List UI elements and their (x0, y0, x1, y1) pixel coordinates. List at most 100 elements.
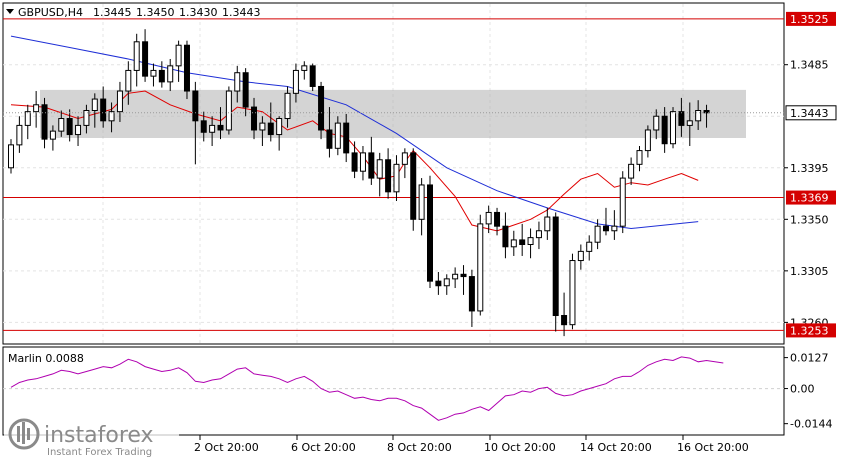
collapse-triangle-icon[interactable] (6, 9, 14, 14)
candle (535, 221, 542, 250)
candle (460, 265, 467, 295)
candle (326, 107, 333, 158)
candle-body (343, 122, 350, 154)
candle-body (611, 225, 618, 232)
candle (602, 207, 609, 236)
level-tag-label: 1.3253 (790, 324, 829, 337)
candle-body (393, 163, 400, 193)
oscillator-tick-label: -0.0144 (790, 418, 832, 431)
svg-text:instaforex: instaforex (44, 423, 154, 448)
candle-body (510, 239, 517, 248)
candle-body (301, 65, 308, 71)
time-tick-label: 6 Oct 20:00 (291, 441, 356, 454)
candle (66, 109, 73, 142)
candle-body (334, 122, 341, 149)
candle (368, 136, 375, 185)
candle-body (670, 111, 677, 145)
candle-body (359, 152, 366, 172)
candle-body (602, 225, 609, 232)
candle-body (284, 92, 291, 120)
oscillator-axis: 0.0127 0.00 -0.0144 (784, 352, 832, 431)
time-tick-label: 14 Oct 20:00 (580, 441, 652, 454)
candle-body (292, 69, 299, 94)
candle (301, 61, 308, 80)
ohlc-close: 1.3443 (222, 6, 261, 19)
candle (359, 146, 366, 181)
candle (418, 178, 425, 236)
candle (686, 102, 693, 147)
candle (251, 97, 258, 140)
candle (318, 81, 325, 140)
candles (8, 29, 710, 337)
candle-body (653, 115, 660, 131)
candle-body (552, 216, 559, 317)
candle-body (561, 315, 568, 326)
candle-body (158, 69, 165, 83)
candle-body (142, 41, 149, 77)
candle (519, 223, 526, 256)
candle (452, 267, 459, 289)
candle (644, 125, 651, 158)
candle-body (410, 152, 417, 220)
candle-body (8, 144, 14, 169)
candle (435, 271, 442, 295)
candle (125, 61, 132, 105)
candle-body (251, 106, 258, 131)
candle (24, 104, 31, 140)
candle (468, 269, 475, 327)
candle (116, 81, 123, 122)
current-price-label: 1.3443 (790, 107, 829, 120)
ohlc-open: 1.3445 (93, 6, 132, 19)
candle (510, 230, 517, 256)
candle (175, 40, 182, 82)
oscillator-tick-label: 0.00 (790, 383, 815, 396)
candle-body (309, 65, 316, 87)
candle (309, 63, 316, 92)
candle-body (502, 225, 509, 248)
candle-body (452, 273, 459, 280)
candle-body (485, 211, 492, 225)
candle-body (225, 90, 232, 131)
price-tick-label: 1.3305 (790, 265, 829, 278)
candle-body (234, 72, 241, 92)
candle (234, 65, 241, 103)
level-tag-label: 1.3525 (790, 13, 829, 26)
candle (611, 210, 618, 240)
candle (267, 102, 274, 142)
candle-body (200, 120, 207, 133)
candle (477, 214, 484, 316)
candle-body (686, 120, 693, 126)
candle-body (175, 44, 182, 67)
candle-body (116, 90, 123, 113)
candle-body (326, 129, 333, 149)
price-tick-label: 1.3350 (790, 213, 829, 226)
candle-body (644, 129, 651, 152)
oscillator-line (10, 356, 724, 421)
candle-body (16, 124, 23, 146)
candle (16, 116, 23, 153)
candle (427, 175, 433, 289)
candle-body (58, 118, 65, 132)
level-tag (786, 323, 836, 338)
consolidation-zone (40, 89, 746, 138)
candle-body (167, 65, 174, 83)
candle (695, 100, 702, 130)
horizontal-levels (3, 18, 784, 331)
candle-body (494, 211, 501, 227)
time-tick-label: 8 Oct 20:00 (387, 441, 452, 454)
candle-body (594, 225, 601, 243)
candle-body (24, 111, 31, 126)
candle (292, 63, 299, 103)
time-tick-label: 10 Oct 20:00 (484, 441, 556, 454)
candle (259, 116, 266, 147)
candle (410, 148, 417, 231)
candle (75, 116, 82, 147)
candle-body (577, 250, 584, 262)
candle-body (150, 69, 157, 77)
candle-body (695, 110, 702, 122)
price-tick-label: 1.3395 (790, 162, 829, 175)
candle-body (427, 184, 433, 282)
symbol-header: GBPUSD,H4 (18, 6, 83, 19)
level-tag-label: 1.3369 (790, 192, 829, 205)
